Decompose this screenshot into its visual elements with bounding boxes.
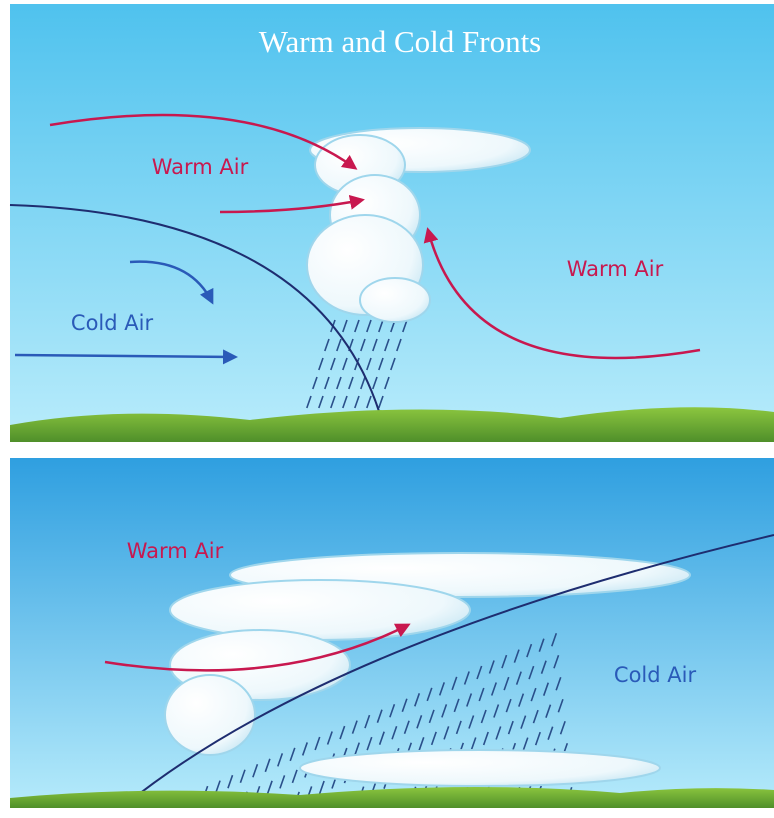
diagram: Warm and Cold Fronts Warm Air Warm Air C… xyxy=(0,0,774,818)
title: Warm and Cold Fronts xyxy=(259,24,542,59)
page: Warm and Cold Fronts Warm Air Warm Air C… xyxy=(0,0,774,818)
label: Warm Air xyxy=(152,155,249,179)
cold-front-panel: Warm and Cold Fronts Warm Air Warm Air C… xyxy=(10,4,774,442)
label: Cold Air xyxy=(614,663,697,687)
label: Warm Air xyxy=(567,257,664,281)
label: Warm Air xyxy=(127,539,224,563)
label: Cold Air xyxy=(71,311,154,335)
warm-front-panel: Warm Air Cold Air xyxy=(10,458,774,808)
